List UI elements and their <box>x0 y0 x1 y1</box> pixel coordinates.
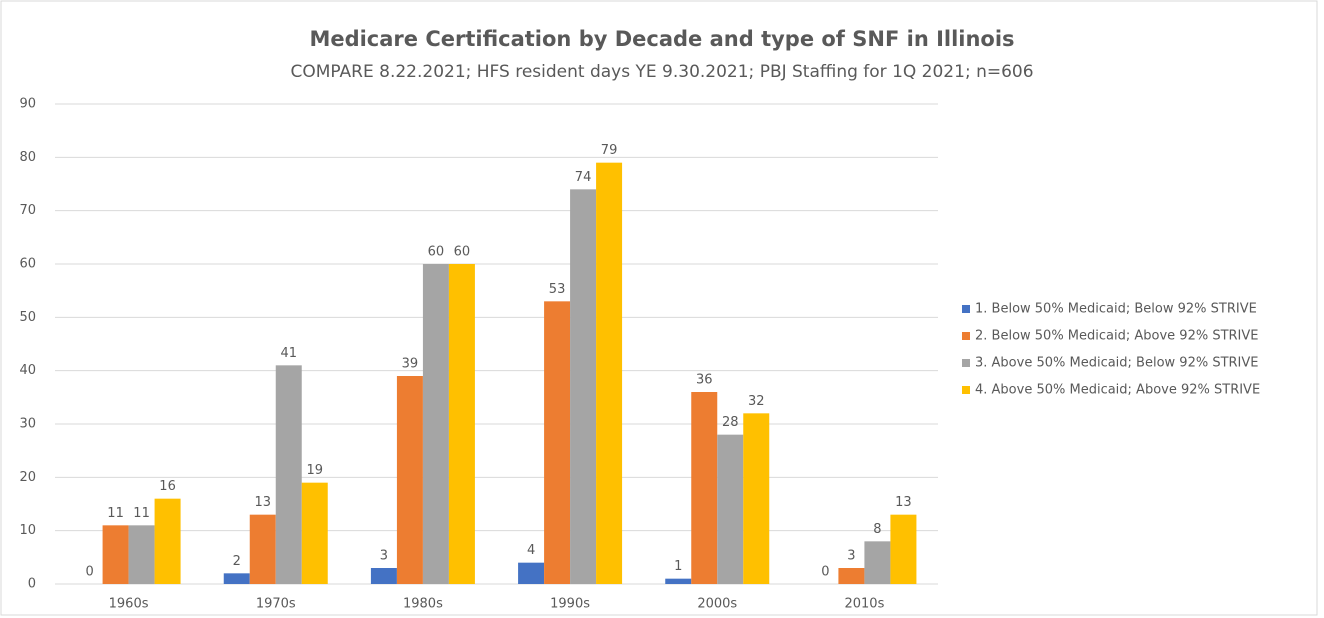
x-tick-label: 1960s <box>109 597 149 612</box>
bar <box>301 482 328 584</box>
bar <box>890 514 917 584</box>
legend-label: 4. Above 50% Medicaid; Above 92% STRIVE <box>975 383 1260 398</box>
data-label: 74 <box>575 170 592 185</box>
data-label: 60 <box>454 245 471 260</box>
x-tick-label: 2000s <box>697 597 737 612</box>
data-label: 28 <box>722 415 739 430</box>
bar <box>838 568 865 584</box>
data-label: 11 <box>133 506 150 521</box>
bar <box>544 301 571 584</box>
y-tick-label: 40 <box>19 363 36 378</box>
data-label: 79 <box>601 143 618 158</box>
x-tick-label: 2010s <box>844 597 884 612</box>
data-label: 0 <box>85 565 93 580</box>
data-label: 1 <box>674 559 682 574</box>
bar <box>275 365 302 584</box>
bar <box>570 189 597 585</box>
bar <box>691 392 718 584</box>
bar <box>717 434 744 584</box>
chart-subtitle: COMPARE 8.22.2021; HFS resident days YE … <box>290 62 1033 82</box>
legend-label: 2. Below 50% Medicaid; Above 92% STRIVE <box>975 329 1259 344</box>
y-tick-label: 30 <box>19 417 36 432</box>
bar <box>249 514 276 584</box>
bar <box>223 573 250 584</box>
data-label: 8 <box>873 522 881 537</box>
bar <box>370 568 397 584</box>
data-label: 0 <box>821 565 829 580</box>
y-tick-label: 70 <box>19 203 36 218</box>
legend-label: 3. Above 50% Medicaid; Below 92% STRIVE <box>975 356 1259 371</box>
data-label: 3 <box>847 549 855 564</box>
y-tick-label: 10 <box>19 523 36 538</box>
legend-label: 1. Below 50% Medicaid; Below 92% STRIVE <box>975 302 1257 317</box>
data-label: 39 <box>402 357 419 372</box>
y-tick-label: 90 <box>19 97 36 112</box>
bar <box>596 162 623 584</box>
data-label: 60 <box>428 245 445 260</box>
bar <box>665 578 692 584</box>
x-tick-label: 1990s <box>550 597 590 612</box>
legend-swatch <box>962 386 970 394</box>
bar <box>864 541 891 584</box>
chart-title: Medicare Certification by Decade and typ… <box>309 27 1014 51</box>
bar <box>422 264 449 584</box>
y-tick-label: 20 <box>19 470 36 485</box>
legend-swatch <box>962 332 970 340</box>
y-tick-label: 0 <box>28 577 36 592</box>
bar <box>448 264 475 584</box>
bar <box>102 525 129 584</box>
data-label: 16 <box>159 479 176 494</box>
legend-swatch <box>962 359 970 367</box>
data-label: 13 <box>895 495 912 510</box>
y-tick-label: 50 <box>19 310 36 325</box>
data-label: 13 <box>254 495 271 510</box>
data-label: 32 <box>748 394 765 409</box>
data-label: 4 <box>527 543 535 558</box>
bar <box>154 498 181 584</box>
x-tick-label: 1970s <box>256 597 296 612</box>
y-tick-label: 60 <box>19 257 36 272</box>
data-label: 36 <box>696 373 713 388</box>
data-label: 2 <box>233 554 241 569</box>
bar <box>128 525 155 584</box>
bar <box>743 413 770 584</box>
data-label: 41 <box>280 346 297 361</box>
x-tick-label: 1980s <box>403 597 443 612</box>
data-label: 11 <box>107 506 124 521</box>
data-label: 53 <box>549 282 566 297</box>
y-tick-label: 80 <box>19 150 36 165</box>
data-label: 19 <box>306 463 323 478</box>
bar <box>396 376 423 584</box>
bar <box>518 562 545 584</box>
data-label: 3 <box>380 549 388 564</box>
legend-swatch <box>962 305 970 313</box>
